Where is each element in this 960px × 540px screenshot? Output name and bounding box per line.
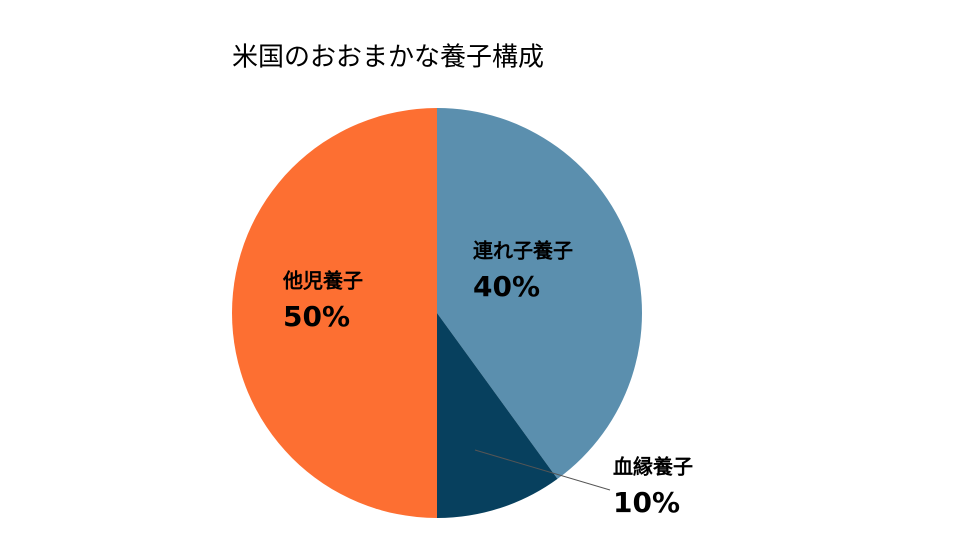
slice-category-label: 他児養子 [282, 269, 363, 293]
slice-value-label: 40% [473, 270, 540, 303]
slice-category-label: 血縁養子 [613, 455, 693, 479]
pie-slice [437, 313, 558, 518]
pie-slice [232, 108, 437, 518]
slice-value-label: 50% [283, 300, 350, 333]
slice-category-label: 連れ子養子 [473, 239, 573, 263]
leader-line [474, 449, 611, 491]
slice-value-label: 10% [613, 486, 680, 519]
pie-slice [437, 108, 642, 479]
chart-title: 米国のおおまかな養子構成 [232, 43, 544, 73]
